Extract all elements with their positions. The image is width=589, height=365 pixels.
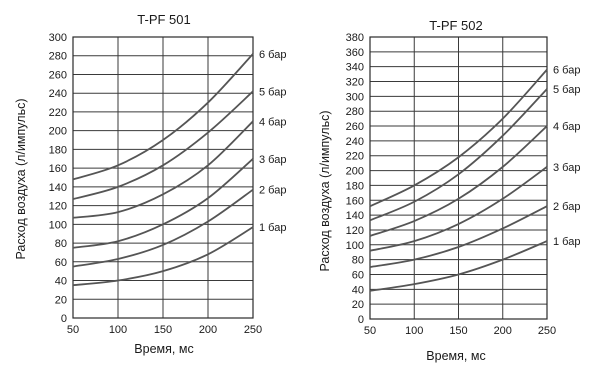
y-tick-label: 240: [49, 88, 67, 100]
x-tick-label: 50: [67, 324, 79, 336]
y-tick-label: 40: [352, 284, 364, 296]
series-label: 2 бар: [259, 185, 286, 197]
y-tick-label: 180: [49, 144, 67, 156]
series-line: [369, 125, 548, 237]
y-tick-label: 320: [346, 77, 364, 89]
x-tick-label: 100: [405, 325, 423, 337]
y-tick-label: 300: [346, 91, 364, 103]
y-tick-label: 200: [49, 126, 67, 138]
y-tick-label: 100: [49, 219, 67, 231]
y-tick-label: 180: [346, 180, 364, 192]
series-label: 4 бар: [259, 116, 286, 128]
plot-frame: [72, 36, 254, 319]
series-label: 6 бар: [259, 49, 286, 61]
y-tick-label: 120: [346, 225, 364, 237]
series-label: 5 бар: [259, 86, 286, 98]
y-tick-label: 240: [346, 136, 364, 148]
y-tick-label: 20: [55, 294, 67, 306]
y-tick-label: 60: [352, 269, 364, 281]
y-tick-label: 300: [49, 32, 67, 44]
series-line: [369, 69, 548, 208]
series-line: [369, 166, 548, 252]
y-tick-label: 60: [55, 257, 67, 269]
x-axis-label: Время, мс: [426, 349, 485, 363]
series-label: 3 бар: [259, 154, 286, 166]
y-tick-label: 260: [49, 69, 67, 81]
y-tick-label: 140: [346, 210, 364, 222]
y-tick-label: 280: [346, 106, 364, 118]
x-tick-label: 100: [109, 324, 127, 336]
y-tick-label: 40: [55, 276, 67, 288]
y-axis-label: Расход воздуха (л/импульс): [318, 111, 332, 272]
plot-frame: [369, 36, 548, 320]
y-tick-label: 200: [346, 166, 364, 178]
y-tick-label: 80: [55, 238, 67, 250]
y-tick-label: 160: [346, 195, 364, 207]
y-tick-label: 0: [61, 313, 67, 325]
series-label: 1 бар: [553, 236, 580, 248]
x-tick-label: 250: [244, 324, 262, 336]
series-line: [72, 226, 254, 287]
y-tick-label: 120: [49, 201, 67, 213]
series-line: [72, 53, 254, 181]
y-tick-label: 220: [346, 151, 364, 163]
x-tick-label: 200: [199, 324, 217, 336]
series-label: 5 бар: [553, 84, 580, 96]
y-tick-label: 20: [352, 299, 364, 311]
y-axis-label: Расход воздуха (л/импульс): [14, 99, 28, 260]
x-axis-label: Время, мс: [134, 342, 193, 356]
series-label: 2 бар: [553, 201, 580, 213]
series-label: 3 бар: [553, 162, 580, 174]
x-tick-label: 150: [449, 325, 467, 337]
chart-t-pf-502: T-PF 502 Расход воздуха (л/импульс) Врем…: [318, 18, 580, 363]
y-tick-label: 0: [358, 314, 364, 326]
series-label: 4 бар: [553, 121, 580, 133]
x-tick-label: 250: [538, 325, 556, 337]
series-label: 6 бар: [553, 65, 580, 77]
y-tick-label: 360: [346, 47, 364, 59]
x-tick-label: 150: [154, 324, 172, 336]
y-tick-label: 160: [49, 163, 67, 175]
chart-title: T-PF 501: [137, 12, 190, 27]
x-tick-label: 50: [364, 325, 376, 337]
y-tick-label: 380: [346, 32, 364, 44]
series-line: [369, 88, 548, 222]
y-tick-label: 80: [352, 255, 364, 267]
y-tick-label: 100: [346, 240, 364, 252]
y-tick-label: 220: [49, 107, 67, 119]
y-tick-label: 260: [346, 121, 364, 133]
chart-t-pf-501: T-PF 501 Расход воздуха (л/импульс) Врем…: [14, 12, 286, 356]
series-line: [72, 90, 254, 200]
x-tick-label: 200: [494, 325, 512, 337]
series-line: [72, 120, 254, 219]
series-line: [72, 158, 254, 249]
series-line: [72, 188, 254, 268]
series-line: [369, 205, 548, 268]
y-tick-label: 140: [49, 182, 67, 194]
series-label: 1 бар: [259, 222, 286, 234]
y-tick-label: 340: [346, 62, 364, 74]
chart-title: T-PF 502: [429, 18, 482, 33]
y-tick-label: 280: [49, 51, 67, 63]
series-line: [369, 240, 548, 292]
